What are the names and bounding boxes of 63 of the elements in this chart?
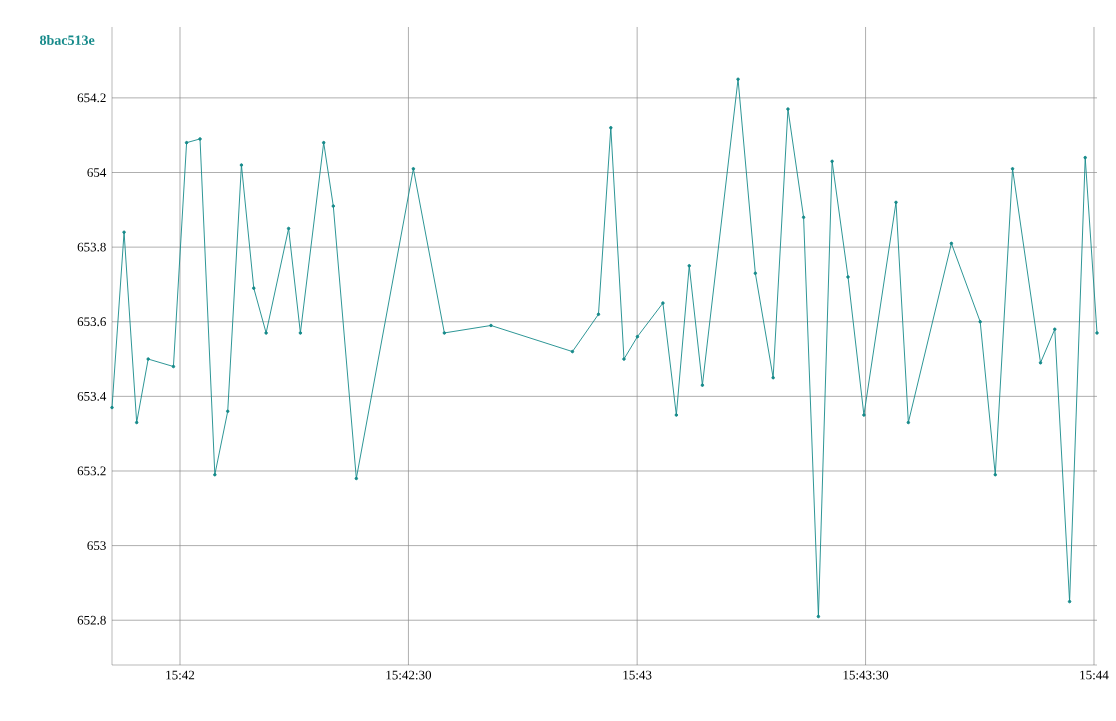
point <box>993 472 998 477</box>
point <box>816 614 821 619</box>
y-tick-label: 654.2 <box>77 93 106 103</box>
point <box>830 159 834 164</box>
point <box>110 405 114 410</box>
point <box>213 472 217 477</box>
point <box>635 334 640 339</box>
point <box>1053 327 1057 331</box>
point <box>252 286 256 290</box>
y-tick-label: 653.8 <box>77 242 106 252</box>
point <box>331 204 336 208</box>
point <box>134 420 139 425</box>
x-tick-label: 15:42:30 <box>386 670 432 680</box>
point <box>146 357 150 361</box>
point <box>622 357 626 361</box>
point <box>442 331 447 335</box>
x-tick-label: 15:44 <box>1080 670 1109 680</box>
point <box>1083 155 1087 160</box>
point <box>171 364 176 369</box>
point <box>786 107 790 111</box>
point <box>184 140 189 145</box>
point <box>687 264 691 268</box>
point <box>264 331 268 335</box>
point <box>846 275 850 279</box>
x-tick-label: 15:43:30 <box>843 670 889 680</box>
point <box>771 375 775 380</box>
point <box>753 271 758 275</box>
x-tick-label: 15:43 <box>623 670 652 680</box>
point <box>1038 361 1043 365</box>
x-tick-label: 15:42 <box>166 670 195 680</box>
point <box>674 413 679 417</box>
point <box>906 420 911 425</box>
point <box>894 200 898 205</box>
point <box>801 215 806 220</box>
y-tick-label: 653.2 <box>77 466 106 476</box>
point <box>1010 167 1015 171</box>
point <box>978 320 982 324</box>
point <box>298 331 303 335</box>
y-tick-label: 654 <box>87 168 107 177</box>
y-tick-label: 652.8 <box>77 615 106 625</box>
point <box>609 125 613 130</box>
point <box>862 413 866 417</box>
point <box>949 241 954 246</box>
point <box>570 349 575 354</box>
point <box>1095 331 1099 335</box>
point <box>736 77 740 81</box>
point <box>198 137 202 141</box>
point <box>354 476 359 481</box>
point <box>411 167 416 171</box>
point <box>239 163 244 167</box>
point <box>489 323 493 328</box>
point <box>122 230 126 234</box>
point <box>225 409 230 414</box>
point <box>596 312 601 317</box>
y-tick-label: 653 <box>87 541 106 550</box>
point <box>661 301 665 305</box>
point <box>1067 599 1072 604</box>
point <box>286 226 291 231</box>
point <box>321 140 326 145</box>
chart-title: 8bac513e <box>40 35 95 45</box>
y-tick-label: 653.6 <box>77 317 106 327</box>
y-tick-label: 653.4 <box>77 391 107 401</box>
point <box>700 383 705 387</box>
